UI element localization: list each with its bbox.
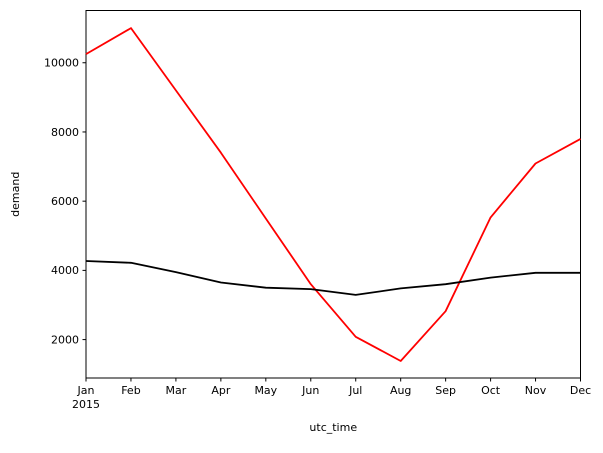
x-tick-label: May bbox=[254, 384, 277, 397]
x-tick-label: Dec bbox=[570, 384, 591, 397]
y-axis-label: demand bbox=[9, 172, 22, 217]
plot-border bbox=[85, 10, 581, 379]
x-tick-label: Sep bbox=[435, 384, 456, 397]
x-tick-label: Feb bbox=[121, 384, 140, 397]
x-tick-year-label: 2015 bbox=[72, 398, 100, 411]
x-tick-label: Aug bbox=[390, 384, 411, 397]
x-tick-label: Mar bbox=[166, 384, 187, 397]
x-tick-label: Jun bbox=[301, 384, 319, 397]
red-series-line bbox=[85, 27, 581, 362]
x-tick-label: Jan bbox=[77, 384, 95, 397]
x-tick-label: Nov bbox=[525, 384, 547, 397]
y-tick-label: 2000 bbox=[51, 333, 79, 346]
y-tick-label: 6000 bbox=[51, 195, 79, 208]
y-tick-label: 4000 bbox=[51, 264, 79, 277]
x-tick-label: Jul bbox=[348, 384, 362, 397]
x-tick-label: Apr bbox=[211, 384, 231, 397]
y-tick-label: 8000 bbox=[51, 126, 79, 139]
x-axis-label: utc_time bbox=[309, 421, 357, 434]
black-series-line bbox=[85, 260, 581, 296]
x-tick-label: Oct bbox=[481, 384, 501, 397]
y-tick-label: 10000 bbox=[44, 57, 79, 70]
